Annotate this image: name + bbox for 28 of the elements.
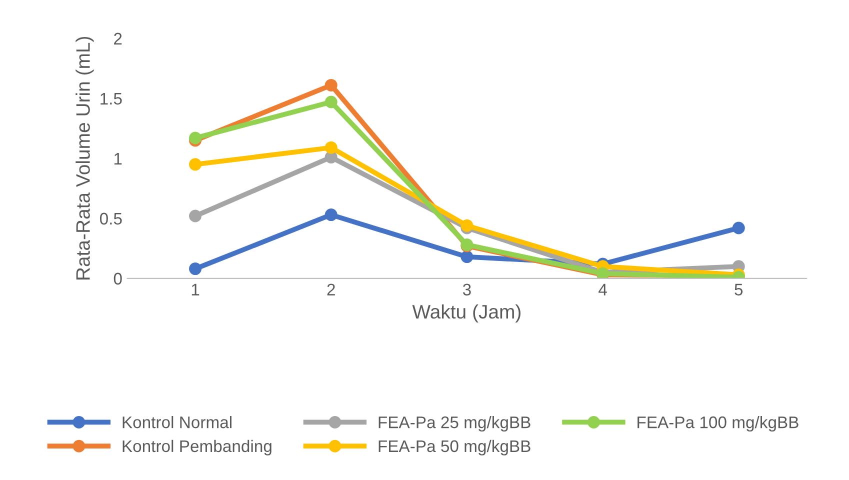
y-axis-title: Rata-Rata Volume Urin (mL) xyxy=(76,36,94,280)
point xyxy=(324,141,338,154)
point xyxy=(324,208,338,222)
y-tick-label: 0.5 xyxy=(100,212,122,225)
point xyxy=(189,158,202,171)
point xyxy=(324,78,338,92)
point xyxy=(460,219,474,232)
x-tick-label: 4 xyxy=(598,284,607,296)
point xyxy=(460,250,474,264)
legend-label: FEA-Pa 100 mg/kgBB xyxy=(638,416,798,432)
point xyxy=(189,210,202,222)
point xyxy=(732,222,745,234)
legend-label: Kontrol Pembanding xyxy=(122,440,272,456)
y-tick-label: 1.5 xyxy=(100,92,122,105)
point xyxy=(324,96,338,108)
point xyxy=(189,132,202,144)
x-tick-label: 3 xyxy=(462,284,471,296)
x-axis-title: Waktu (Jam) xyxy=(412,304,520,322)
y-tick-label: 2 xyxy=(114,32,122,44)
x-tick-label: 1 xyxy=(192,284,200,296)
legend-label: Kontrol Normal xyxy=(122,416,232,428)
x-tick-label: 2 xyxy=(327,284,335,296)
legend-label: FEA-Pa 50 mg/kgBB xyxy=(378,440,530,456)
point xyxy=(189,262,202,276)
x-tick-label: 5 xyxy=(734,284,743,296)
y-tick-label: 1 xyxy=(114,152,122,164)
y-tick-label: 0 xyxy=(114,272,122,285)
legend-label: FEA-Pa 25 mg/kgBB xyxy=(378,416,530,432)
